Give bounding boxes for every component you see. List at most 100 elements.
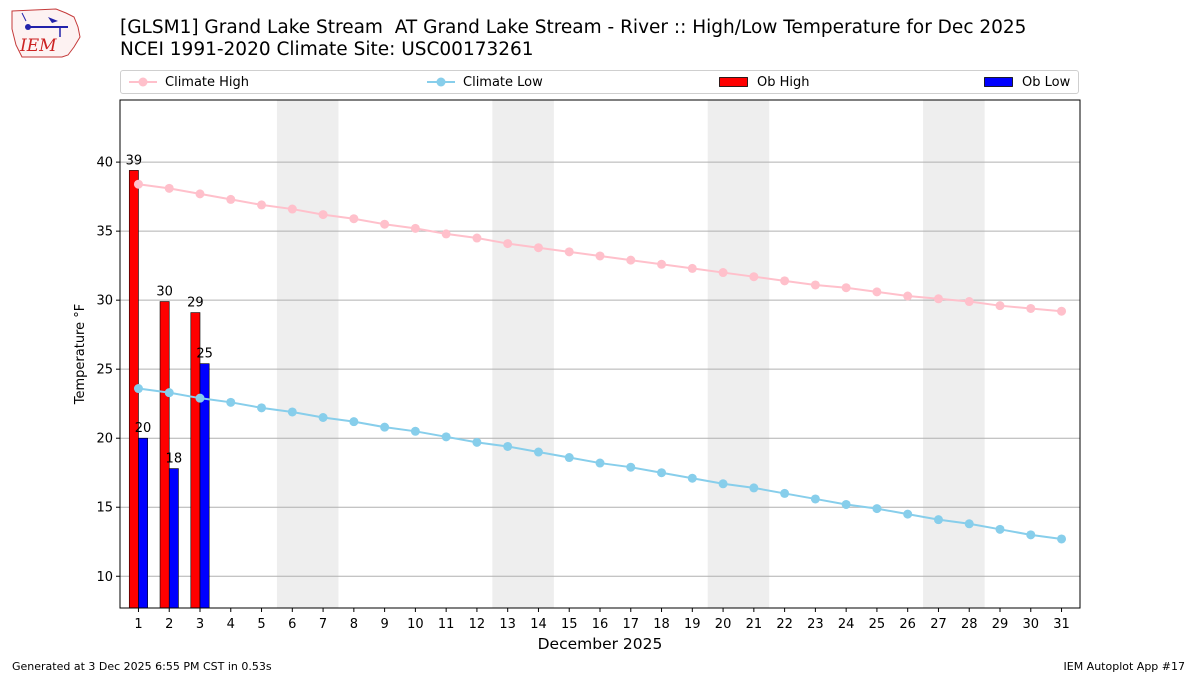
point-climate-low-day-23 <box>810 494 820 504</box>
legend-swatch-climate-high <box>129 77 157 87</box>
legend: Climate High Climate Low Ob High Ob Low <box>120 70 1079 94</box>
x-tick-label-7: 7 <box>319 617 327 632</box>
iem-logo: IEM <box>8 5 82 59</box>
x-tick-label-4: 4 <box>227 617 235 632</box>
point-climate-high-day-11 <box>441 229 451 239</box>
point-climate-low-day-24 <box>841 499 851 509</box>
chart-subtitle: NCEI 1991-2020 Climate Site: USC00173261 <box>120 39 534 60</box>
point-climate-low-day-4 <box>226 397 236 407</box>
legend-swatch-ob-low <box>984 77 1013 87</box>
weekend-band-3 <box>707 100 770 608</box>
point-climate-high-day-8 <box>349 214 359 224</box>
legend-swatch-climate-low <box>427 77 455 87</box>
point-climate-low-day-6 <box>287 407 297 417</box>
point-climate-low-day-8 <box>349 417 359 427</box>
y-tick-label-20: 20 <box>96 432 113 447</box>
x-tick-label-23: 23 <box>807 617 824 632</box>
y-tick-label-40: 40 <box>96 156 113 171</box>
point-climate-high-day-14 <box>533 243 543 253</box>
point-climate-low-day-10 <box>410 426 420 436</box>
point-climate-low-day-11 <box>441 432 451 442</box>
point-climate-low-day-29 <box>995 524 1005 534</box>
weekend-band-4 <box>923 100 985 608</box>
y-tick-label-25: 25 <box>96 363 113 378</box>
x-tick-label-9: 9 <box>380 617 388 632</box>
y-axis-label: Temperature °F <box>73 304 88 405</box>
point-climate-high-day-21 <box>749 272 759 282</box>
point-climate-high-day-20 <box>718 268 728 278</box>
x-tick-label-26: 26 <box>899 617 916 632</box>
x-tick-label-8: 8 <box>350 617 358 632</box>
x-tick-label-28: 28 <box>961 617 978 632</box>
iem-logo-graphic: IEM <box>11 8 81 58</box>
bar-ob-low-day-1 <box>138 437 148 609</box>
point-climate-high-day-4 <box>226 194 236 204</box>
x-tick-label-16: 16 <box>592 617 609 632</box>
point-climate-high-day-13 <box>503 239 513 249</box>
point-climate-low-day-19 <box>687 473 697 483</box>
point-climate-low-day-31 <box>1057 534 1067 544</box>
point-climate-high-day-25 <box>872 287 882 297</box>
weekend-band-2 <box>492 100 554 608</box>
y-tick-label-10: 10 <box>96 570 113 585</box>
point-climate-high-day-28 <box>964 297 974 307</box>
bar-ob-low-day-2 <box>168 468 179 609</box>
x-tick-label-10: 10 <box>407 617 424 632</box>
legend-label-climate-low: Climate Low <box>463 74 543 90</box>
point-climate-high-day-29 <box>995 301 1005 311</box>
point-climate-high-day-6 <box>287 204 297 214</box>
point-climate-low-day-16 <box>595 458 605 468</box>
point-climate-low-day-28 <box>964 519 974 529</box>
y-tick-label-35: 35 <box>96 225 113 240</box>
point-climate-low-day-22 <box>780 488 790 498</box>
x-tick-label-27: 27 <box>930 617 947 632</box>
data-label-ob-low-day-3: 25 <box>196 347 213 362</box>
x-tick-label-22: 22 <box>776 617 793 632</box>
x-tick-label-19: 19 <box>684 617 701 632</box>
x-axis-label: December 2025 <box>538 635 663 653</box>
x-tick-label-13: 13 <box>499 617 516 632</box>
legend-swatch-ob-high <box>719 77 748 87</box>
point-climate-low-day-20 <box>718 479 728 489</box>
point-climate-low-day-17 <box>626 462 636 472</box>
data-label-ob-low-day-2: 18 <box>166 452 183 467</box>
point-climate-low-day-7 <box>318 413 328 422</box>
legend-label-climate-high: Climate High <box>165 74 250 90</box>
point-climate-high-day-27 <box>933 294 943 304</box>
x-tick-label-25: 25 <box>869 617 886 632</box>
point-climate-low-day-27 <box>933 515 943 525</box>
data-label-ob-low-day-1: 20 <box>135 421 152 436</box>
data-label-ob-high-day-1: 39 <box>126 153 143 168</box>
point-climate-high-day-22 <box>780 276 790 286</box>
logo-text: IEM <box>19 36 57 56</box>
point-climate-low-day-21 <box>749 483 759 493</box>
point-climate-high-day-5 <box>257 200 267 210</box>
point-climate-low-day-30 <box>1026 530 1036 540</box>
point-climate-high-day-26 <box>903 291 913 301</box>
point-climate-low-day-26 <box>903 509 913 519</box>
point-climate-high-day-3 <box>195 189 205 199</box>
point-climate-high-day-2 <box>164 183 174 193</box>
point-climate-high-day-16 <box>595 251 605 261</box>
x-tick-label-2: 2 <box>165 617 173 632</box>
point-climate-high-day-30 <box>1026 303 1036 313</box>
point-climate-low-day-2 <box>164 388 174 398</box>
point-climate-low-day-18 <box>657 468 667 478</box>
data-label-ob-high-day-3: 29 <box>187 296 204 311</box>
point-climate-high-day-31 <box>1057 306 1067 316</box>
chart-title: [GLSM1] Grand Lake Stream AT Grand Lake … <box>120 17 1027 38</box>
point-climate-high-day-15 <box>564 247 574 257</box>
legend-item-climate-low: Climate Low <box>427 71 543 93</box>
point-climate-low-day-9 <box>380 422 390 432</box>
point-climate-low-day-5 <box>257 403 267 413</box>
x-tick-label-3: 3 <box>196 617 204 632</box>
app-id-label: IEM Autoplot App #17 <box>1063 660 1186 673</box>
y-tick-label-30: 30 <box>96 294 113 309</box>
x-tick-label-21: 21 <box>746 617 763 632</box>
point-climate-low-day-12 <box>472 437 482 447</box>
data-label-ob-high-day-2: 30 <box>156 285 173 300</box>
x-tick-label-31: 31 <box>1053 617 1070 632</box>
x-tick-label-30: 30 <box>1022 617 1039 632</box>
weekend-band-1 <box>276 100 339 608</box>
